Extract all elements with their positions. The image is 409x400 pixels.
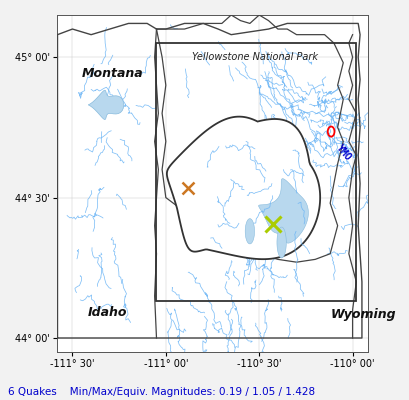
Polygon shape (166, 117, 319, 259)
Polygon shape (258, 179, 308, 243)
Bar (156, 43, 355, 302)
Text: YMO: YMO (334, 143, 353, 163)
Text: 6 Quakes    Min/Max/Equiv. Magnitudes: 0.19 / 1.05 / 1.428: 6 Quakes Min/Max/Equiv. Magnitudes: 0.19… (8, 387, 315, 397)
Polygon shape (245, 219, 254, 244)
Text: Idaho: Idaho (87, 306, 126, 318)
Text: Wyoming: Wyoming (329, 308, 395, 321)
Polygon shape (88, 90, 124, 120)
Text: Montana: Montana (81, 67, 143, 80)
Polygon shape (276, 227, 285, 258)
Text: Yellowstone National Park: Yellowstone National Park (192, 52, 318, 62)
